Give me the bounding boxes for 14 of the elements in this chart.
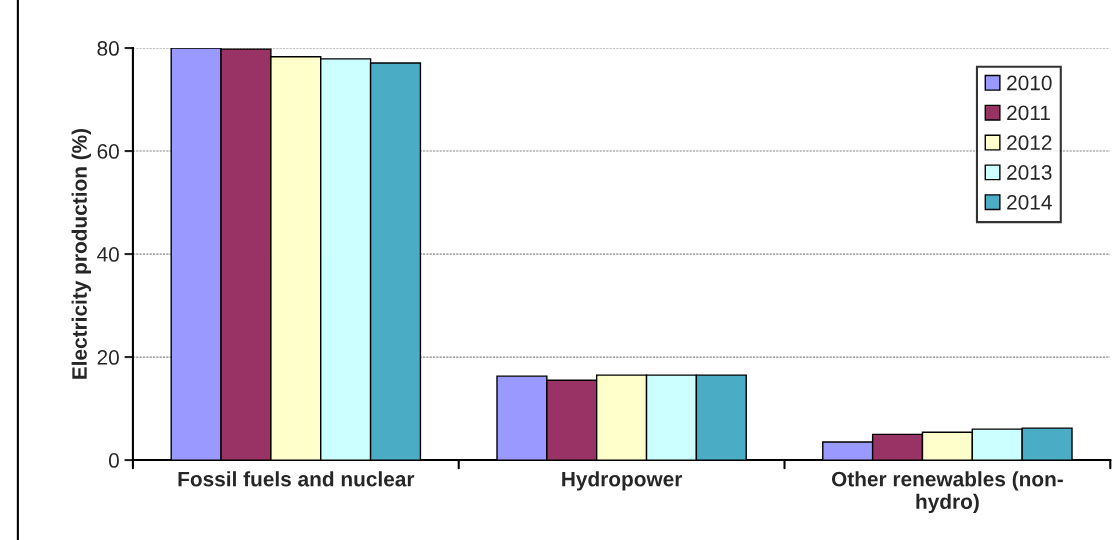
legend-label: 2013 [1007,165,1052,180]
legend-label: 2012 [1007,135,1052,151]
legend-label: 2010 [1007,75,1052,91]
legend-label: 2014 [1007,194,1052,210]
y-tick-label: 40 [97,247,119,262]
y-tick-label: 20 [97,350,119,365]
y-tick-label: 80 [97,41,119,56]
legend-label: 2011 [1007,105,1050,121]
x-tick-label: Other renewables (non- hydro) [831,471,1063,514]
x-tick-label: Hydropower [562,471,683,491]
y-tick-label: 0 [108,453,119,468]
y-axis-title: Electricity production (%) [71,128,91,379]
x-tick-label: Fossil fuels and nuclear [178,471,415,487]
y-tick-label: 60 [97,144,119,159]
